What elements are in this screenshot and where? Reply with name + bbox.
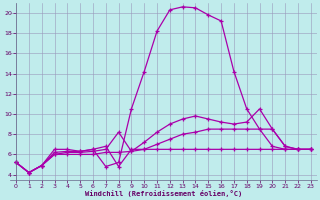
X-axis label: Windchill (Refroidissement éolien,°C): Windchill (Refroidissement éolien,°C) bbox=[85, 190, 242, 197]
